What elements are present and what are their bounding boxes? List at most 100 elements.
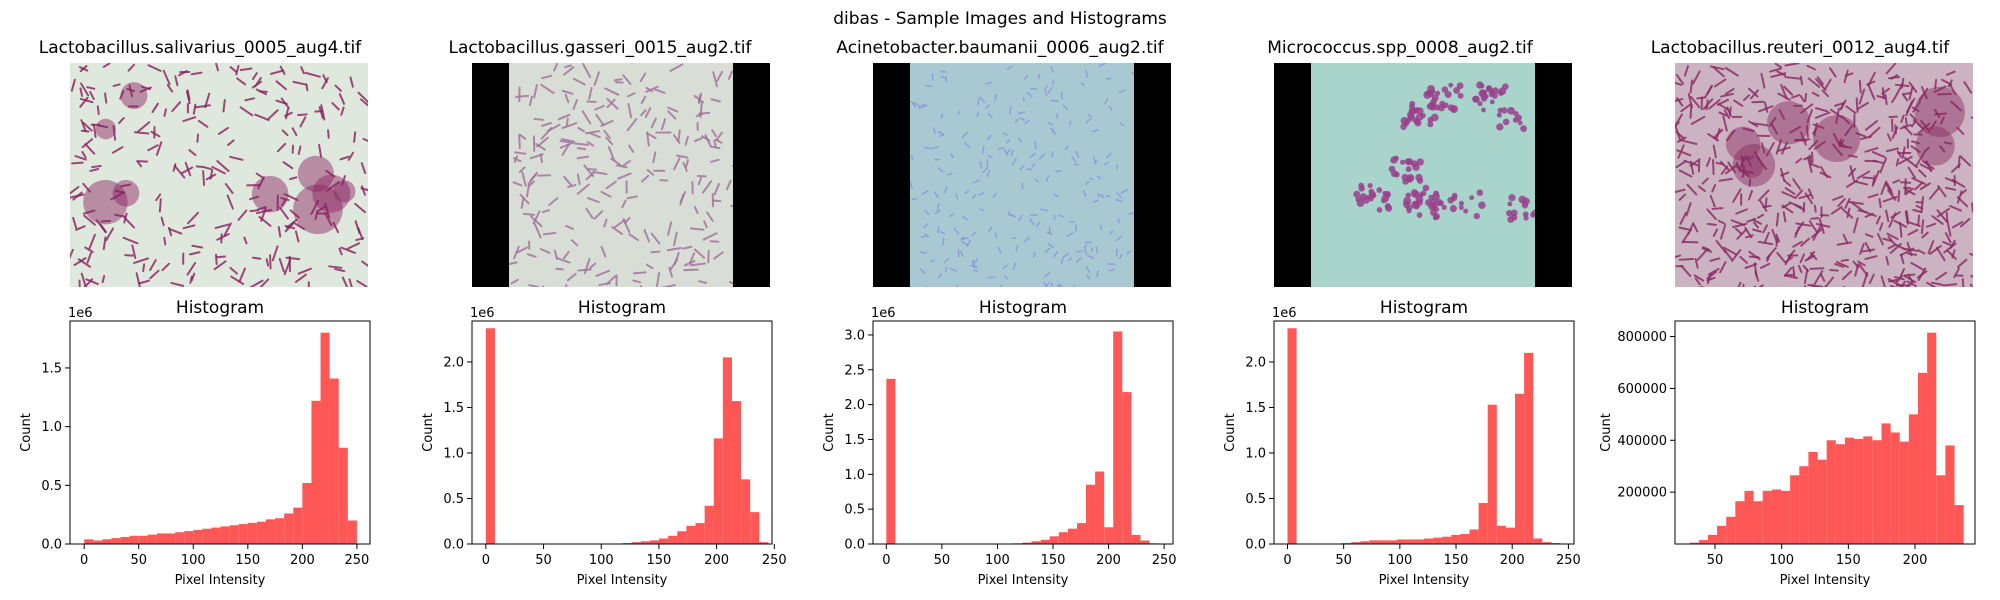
histogram-bar — [1031, 541, 1041, 544]
y-tick-label: 0.5 — [41, 479, 62, 494]
histogram-bar — [1460, 533, 1470, 544]
y-tick-label: 2.5 — [844, 363, 865, 378]
histogram-bar — [1122, 392, 1132, 544]
histogram-bar — [1442, 536, 1452, 544]
y-tick-label: 2.0 — [844, 398, 865, 413]
histogram-bar — [1863, 436, 1873, 544]
histogram-bar — [138, 535, 148, 544]
axis-multiplier-label: 1e6 — [1272, 306, 1297, 321]
histogram-title: Histogram — [578, 298, 666, 318]
histogram-bar — [1771, 489, 1781, 544]
x-tick-label: 200 — [1096, 553, 1121, 568]
y-tick-label: 1.0 — [443, 446, 464, 461]
x-tick-label: 50 — [934, 553, 951, 568]
histogram-bar — [347, 520, 357, 544]
y-tick-label: 1.5 — [844, 433, 865, 448]
histogram-bar — [1424, 538, 1434, 544]
histogram-bar — [1689, 542, 1699, 544]
x-tick-label: 200 — [290, 553, 315, 568]
x-tick-label: 0 — [882, 553, 890, 568]
y-tick-label: 0.0 — [844, 538, 865, 553]
histogram-bar — [1140, 540, 1150, 544]
histogram-bar — [1717, 525, 1727, 544]
x-tick-label: 250 — [762, 553, 787, 568]
y-axis-label: Count — [822, 413, 837, 452]
histogram-title: Histogram — [979, 298, 1067, 318]
histogram-bar — [175, 532, 185, 544]
image-title-5: Lactobacillus.reuteri_0012_aug4.tif — [1650, 38, 1950, 58]
histogram-bar — [1378, 540, 1388, 544]
y-tick-label: 0.0 — [443, 538, 464, 553]
histogram-bar — [1918, 372, 1928, 544]
histogram-bar — [1414, 539, 1424, 544]
histogram-title: Histogram — [176, 298, 264, 318]
histogram-bar — [284, 513, 294, 544]
image-title-3: Acinetobacter.baumanii_0006_aug2.tif — [836, 38, 1164, 58]
microscopy-image-4 — [1274, 63, 1572, 287]
histogram-bar — [677, 531, 687, 544]
image-title-1: Lactobacillus.salivarius_0005_aug4.tif — [38, 38, 362, 58]
axis-multiplier-label: 1e6 — [68, 306, 93, 321]
histogram-bar — [202, 528, 212, 544]
y-tick-label: 0.0 — [1245, 538, 1266, 553]
histogram-bar — [1131, 534, 1141, 544]
histogram-title: Histogram — [1781, 298, 1869, 318]
histogram-bar — [713, 438, 723, 544]
histogram-bar — [1369, 540, 1379, 544]
axis-multiplier-label: 1e6 — [470, 306, 495, 321]
histogram-bar — [220, 526, 230, 544]
histogram-panel-1: 0 50 100 150 200 250 0.0 0.5 1.0 1.5 Histogram Pixe… — [19, 298, 371, 588]
histogram-panel-3: 0 50 100 150 200 250 0.0 0.5 1.0 1.5 2.0 2.5 3.0 Hist… — [822, 298, 1177, 588]
histogram-bar — [750, 512, 760, 544]
y-tick-label: 400000 — [1617, 434, 1667, 449]
histogram-bar — [1469, 529, 1479, 544]
y-tick-label: 2.0 — [1245, 355, 1266, 370]
histogram-bar — [129, 535, 139, 544]
x-tick-label: 50 — [535, 553, 552, 568]
histogram-bar — [1542, 542, 1552, 544]
histogram-bar — [1936, 475, 1946, 544]
histogram-bar — [184, 531, 194, 544]
histogram-bar — [311, 400, 321, 544]
histogram-bar — [1817, 459, 1827, 544]
micrograph-svg — [70, 63, 368, 287]
histogram-bar — [485, 328, 495, 544]
x-tick-label: 250 — [1152, 553, 1177, 568]
histogram-bar — [759, 542, 769, 544]
histogram-bar — [120, 536, 130, 544]
x-tick-label: 200 — [704, 553, 729, 568]
histogram-bar — [84, 539, 94, 544]
y-axis-label: Count — [1599, 413, 1614, 452]
histogram-bar — [1515, 393, 1525, 544]
y-tick-label: 1.5 — [1245, 401, 1266, 416]
micrograph-svg — [873, 63, 1171, 287]
histogram-panel-4: 0 50 100 150 200 250 0.0 0.5 1.0 1.5 2.0 Histogram P… — [1223, 298, 1581, 588]
histogram-bar — [731, 401, 742, 544]
histogram-bar — [247, 522, 257, 544]
histogram-bar — [1086, 484, 1096, 544]
axes-frame — [1273, 320, 1575, 545]
y-tick-label: 2.0 — [443, 355, 464, 370]
histogram-bar — [1040, 539, 1050, 544]
microscopy-image-1 — [70, 63, 368, 287]
x-tick-label: 150 — [1444, 553, 1469, 568]
histogram-bar — [238, 524, 248, 544]
histogram-bar — [1698, 540, 1708, 544]
x-tick-label: 150 — [647, 553, 672, 568]
histogram-bar — [1872, 440, 1882, 544]
histogram-bar — [695, 523, 705, 544]
histogram-bar — [1360, 541, 1370, 544]
histogram-bar — [229, 525, 239, 544]
histogram-bar — [1478, 503, 1488, 544]
y-axis-label: Count — [421, 413, 436, 452]
y-tick-label: 1.5 — [443, 401, 464, 416]
histogram-bar — [1077, 523, 1087, 544]
histogram-bar — [1881, 423, 1891, 544]
histogram-bar — [1927, 332, 1937, 544]
histogram-bar — [1826, 440, 1836, 544]
axes-frame — [69, 320, 371, 545]
histogram-bar — [1799, 466, 1809, 544]
histogram-bar — [640, 541, 650, 544]
histogram-bar — [320, 332, 330, 544]
